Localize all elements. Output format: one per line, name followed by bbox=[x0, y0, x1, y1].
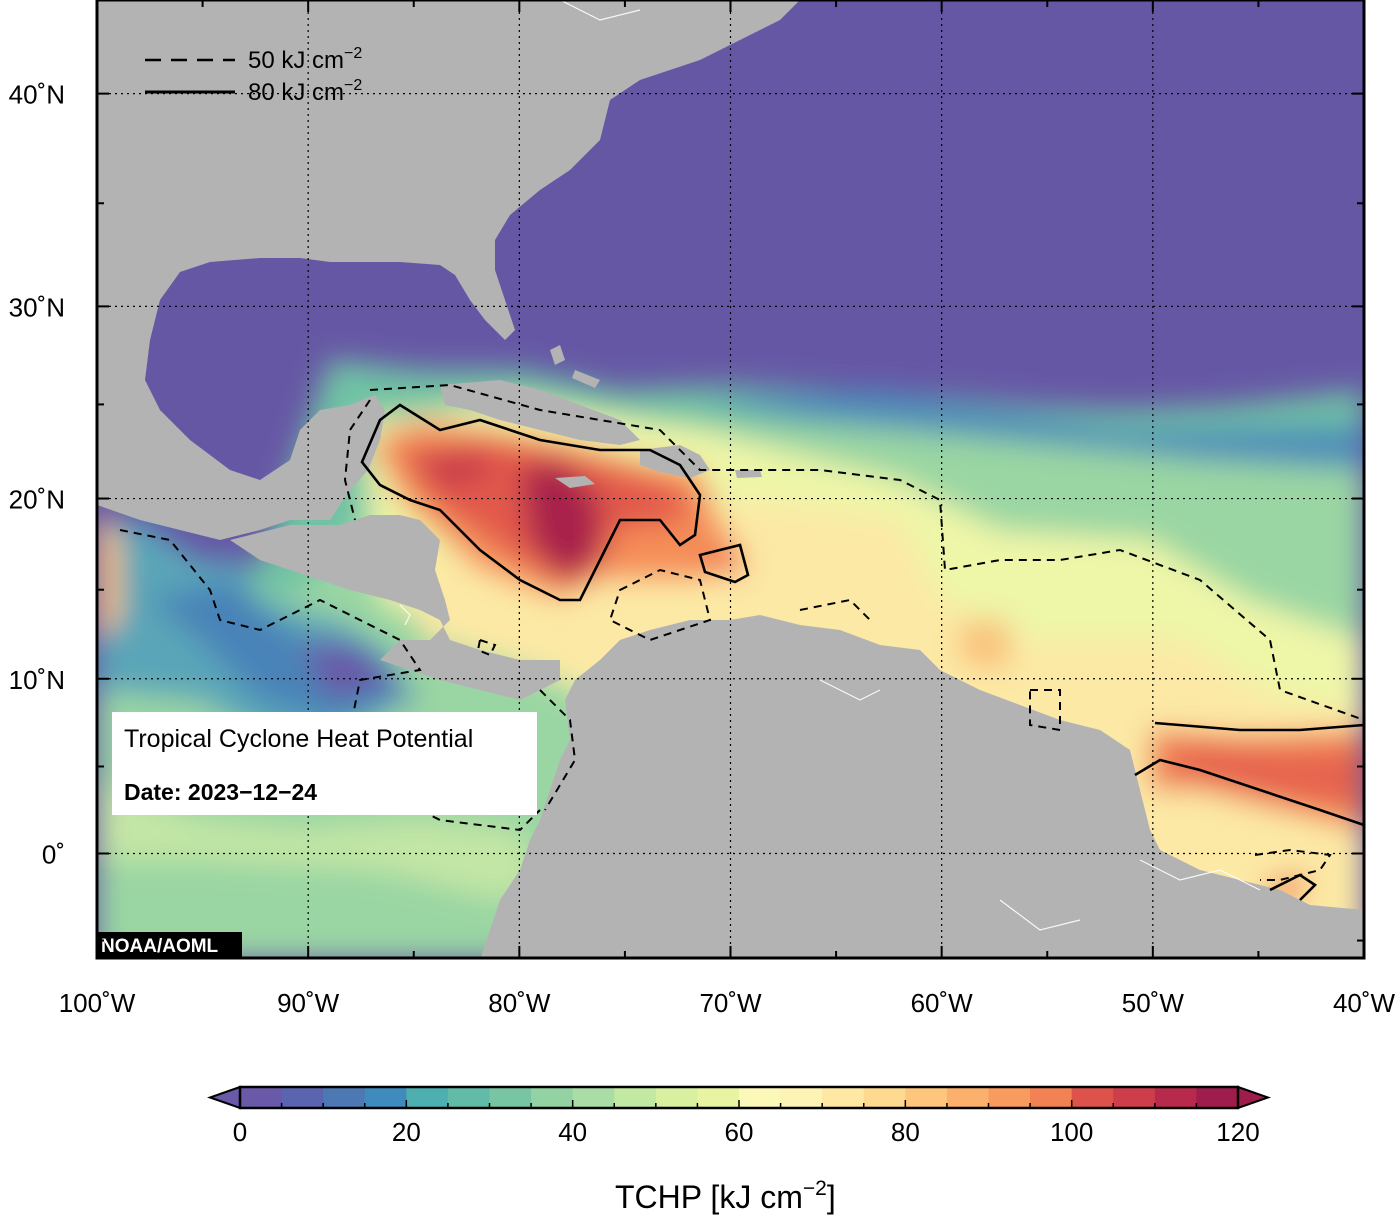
map-title: Tropical Cyclone Heat Potential bbox=[124, 725, 473, 753]
credit-badge: NOAA/AOML bbox=[97, 932, 242, 958]
colorbar-segment bbox=[1030, 1087, 1073, 1108]
colorbar-tick-label: 40 bbox=[558, 1117, 587, 1147]
colorbar-segment bbox=[1113, 1087, 1156, 1108]
colorbar-extend-low bbox=[206, 1085, 241, 1110]
lon-tick-label: 50˚W bbox=[1122, 988, 1185, 1018]
info-box: Tropical Cyclone Heat Potential Date: 20… bbox=[112, 712, 537, 815]
lon-tick-label: 100˚W bbox=[59, 988, 136, 1018]
colorbar-segment bbox=[988, 1087, 1031, 1108]
colorbar-segment bbox=[1196, 1087, 1239, 1108]
colorbar-segment bbox=[739, 1087, 782, 1108]
colorbar-tick-label: 60 bbox=[725, 1117, 754, 1147]
colorbar-segment bbox=[281, 1087, 324, 1108]
longitude-axis: 100˚W 90˚W 80˚W 70˚W 60˚W 50˚W 40˚W bbox=[59, 0, 1396, 1018]
colorbar-tick-label: 100 bbox=[1050, 1117, 1093, 1147]
contour-legend: 50 kJ cm−2 80 kJ cm−2 bbox=[145, 45, 362, 106]
legend-dashed-label: 50 kJ cm−2 bbox=[248, 45, 362, 74]
land-masses bbox=[97, 0, 1364, 958]
colorbar-segment bbox=[614, 1087, 657, 1108]
colorbar-tick-label: 0 bbox=[233, 1117, 247, 1147]
lat-tick-label: 30˚N bbox=[9, 292, 65, 322]
lon-tick-label: 60˚W bbox=[911, 988, 974, 1018]
colorbar-segment bbox=[905, 1087, 948, 1108]
colorbar-segment bbox=[946, 1087, 990, 1108]
colorbar-segment bbox=[655, 1087, 699, 1108]
colorbar-segment bbox=[531, 1087, 574, 1108]
colorbar-tick-label: 80 bbox=[891, 1117, 920, 1147]
lat-tick-label: 10˚N bbox=[9, 665, 65, 695]
inland-water bbox=[399, 0, 1261, 931]
colorbar-segment bbox=[780, 1087, 823, 1108]
lon-tick-label: 90˚W bbox=[277, 988, 340, 1018]
legend-solid-label: 80 kJ cm−2 bbox=[248, 77, 362, 106]
colorbar-segment bbox=[1154, 1087, 1198, 1108]
lat-tick-label: 40˚N bbox=[9, 80, 65, 110]
colorbar-segment bbox=[323, 1087, 366, 1108]
lat-tick-label: 0˚ bbox=[42, 840, 65, 870]
colorbar-segment bbox=[572, 1087, 615, 1108]
colorbar-segment bbox=[822, 1087, 865, 1108]
colorbar: 0 20 40 60 80 100 120 bbox=[206, 1085, 1272, 1147]
date-label: Date: 2023−12−24 bbox=[124, 779, 317, 805]
colorbar-segment bbox=[406, 1087, 449, 1108]
lat-tick-label: 20˚N bbox=[9, 485, 65, 515]
lon-tick-label: 40˚W bbox=[1333, 988, 1396, 1018]
colorbar-tick-label: 120 bbox=[1216, 1117, 1259, 1147]
colorbar-segment bbox=[863, 1087, 906, 1108]
colorbar-segment bbox=[489, 1087, 532, 1108]
colorbar-segment bbox=[240, 1087, 283, 1108]
colorbar-title: TCHP [kJ cm−2] bbox=[615, 1177, 836, 1215]
colorbar-segment bbox=[697, 1087, 740, 1108]
colorbar-segment bbox=[447, 1087, 491, 1108]
colorbar-extend-high bbox=[1237, 1085, 1272, 1110]
lon-tick-label: 70˚W bbox=[699, 988, 762, 1018]
contour-80 bbox=[360, 403, 1364, 901]
colorbar-segment bbox=[1071, 1087, 1114, 1108]
contour-50 bbox=[119, 383, 1364, 881]
map-panel: 50 kJ cm−2 80 kJ cm−2 Tropical Cyclone H… bbox=[97, 0, 1364, 958]
colorbar-tick-label: 20 bbox=[392, 1117, 421, 1147]
credit-text: NOAA/AOML bbox=[101, 936, 219, 957]
lon-tick-label: 80˚W bbox=[488, 988, 551, 1018]
latitude-axis: 40˚N 30˚N 20˚N 10˚N 0˚ bbox=[9, 80, 1364, 942]
colorbar-segment bbox=[364, 1087, 407, 1108]
